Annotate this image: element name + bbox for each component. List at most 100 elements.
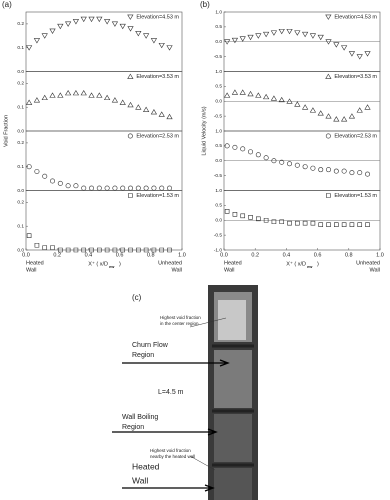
data-point	[287, 220, 292, 226]
data-point	[262, 31, 270, 38]
x-axis-label: X⁺ ( x/D	[286, 260, 306, 267]
data-point	[88, 92, 95, 98]
data-point	[72, 89, 80, 96]
plot-frame	[25, 190, 183, 251]
data-point	[294, 30, 301, 36]
y-tick-label: -0.5	[214, 113, 223, 119]
data-point	[64, 89, 72, 96]
y-tick-label: 0.2	[17, 140, 24, 146]
data-point	[271, 158, 277, 164]
data-point	[318, 222, 324, 228]
legend-label: Elevation=4.53 m	[136, 14, 179, 20]
data-point	[158, 111, 165, 117]
x-tick-label: 0.0	[22, 252, 30, 258]
legend-label: Elevation=2.53 m	[334, 133, 377, 139]
legend-marker	[325, 133, 331, 139]
y-tick-label: 0.0	[17, 128, 24, 134]
data-point	[65, 183, 71, 189]
data-point	[326, 222, 331, 228]
data-point	[294, 101, 301, 107]
data-point	[333, 116, 340, 122]
legend-marker	[127, 133, 133, 139]
data-point	[255, 92, 262, 98]
y-tick-label: 0.5	[215, 203, 222, 209]
panel-label: (a)	[2, 0, 12, 9]
data-point	[255, 152, 261, 158]
data-point	[309, 33, 317, 39]
y-tick-label: 1.0	[215, 188, 222, 194]
legend-marker	[128, 193, 133, 198]
data-point	[223, 39, 231, 45]
data-point	[279, 219, 285, 225]
y-tick-label: 0.1	[17, 223, 24, 229]
pointer	[189, 317, 227, 328]
data-point	[25, 45, 33, 51]
data-point	[333, 42, 340, 48]
annotation: Highest void fraction	[150, 448, 191, 453]
data-point	[232, 212, 238, 217]
data-point	[143, 185, 149, 191]
y-tick-label: 0.2	[17, 81, 24, 87]
data-point	[256, 216, 261, 222]
data-point	[127, 26, 134, 32]
annotation: nearby the heated wall	[150, 454, 195, 459]
data-point	[333, 168, 339, 174]
data-point	[295, 220, 300, 226]
data-point	[278, 96, 285, 103]
data-point	[341, 168, 347, 174]
data-point	[49, 92, 56, 98]
y-tick-label: 1.0	[215, 69, 222, 75]
data-point	[57, 92, 64, 98]
data-point	[341, 222, 347, 228]
data-point	[247, 90, 254, 97]
data-point	[232, 144, 238, 150]
data-point	[111, 97, 119, 103]
data-point	[364, 51, 371, 57]
data-point	[89, 247, 94, 253]
data-point	[167, 185, 173, 191]
data-point	[80, 89, 87, 96]
data-point	[302, 164, 308, 170]
data-point	[167, 247, 172, 253]
data-point	[120, 247, 126, 253]
data-point	[81, 185, 87, 191]
data-point	[120, 185, 126, 191]
data-point	[42, 245, 48, 250]
data-point	[57, 180, 63, 186]
panel-label: (b)	[200, 0, 210, 9]
data-point	[127, 101, 134, 108]
data-point	[325, 113, 332, 119]
arrow	[112, 428, 218, 436]
data-point	[159, 247, 165, 253]
data-point	[301, 104, 309, 110]
panel-label: (c)	[132, 293, 142, 302]
data-point	[96, 92, 103, 98]
data-point	[334, 222, 339, 228]
y-tick-label: -0.5	[214, 232, 223, 238]
x-tick-label: 0.2	[53, 252, 61, 258]
legend-marker	[325, 14, 332, 20]
y-axis-label: Void Fraction	[3, 115, 9, 147]
data-point	[135, 31, 142, 37]
legend-marker	[127, 14, 134, 20]
legend-label: Elevation=3.53 m	[136, 74, 179, 80]
y-tick-label: 0.0	[17, 247, 24, 253]
data-point	[310, 165, 316, 171]
data-point	[104, 185, 110, 191]
y-tick-label: 1.0	[215, 9, 222, 15]
data-point	[240, 146, 246, 152]
data-point	[279, 159, 285, 165]
data-point	[41, 33, 48, 39]
data-point	[348, 113, 356, 119]
photo-panel	[112, 285, 258, 500]
data-point	[96, 16, 103, 23]
data-point	[50, 178, 56, 184]
data-point	[340, 116, 348, 122]
y-tick-label: 0.0	[17, 69, 24, 75]
data-point	[81, 247, 87, 253]
y-axis-label: Liquid Velocity (m/s)	[201, 106, 207, 155]
data-point	[309, 107, 317, 113]
y-tick-label: 0.5	[215, 143, 222, 149]
x-tick-label: 0.2	[251, 252, 259, 258]
data-point	[65, 247, 71, 253]
